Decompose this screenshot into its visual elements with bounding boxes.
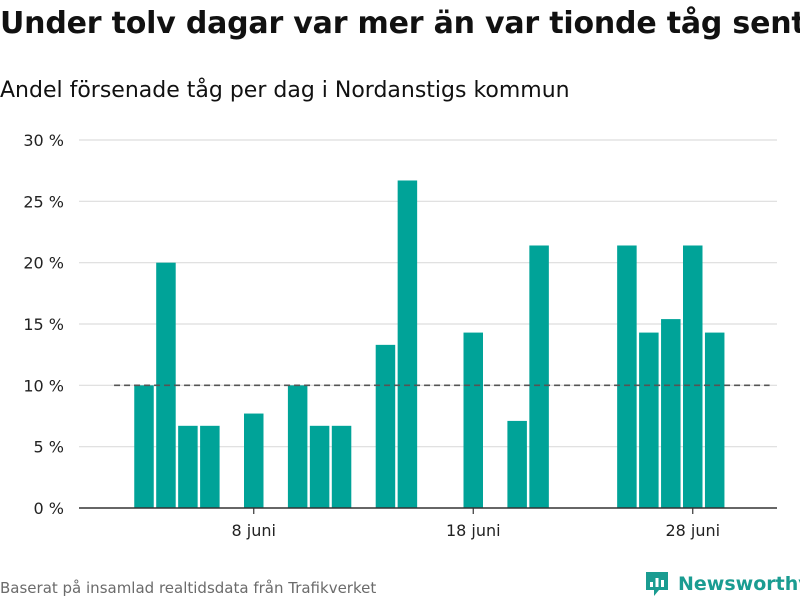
bar — [200, 425, 220, 508]
bar — [683, 245, 703, 508]
bar — [463, 332, 483, 508]
bar — [134, 385, 154, 508]
chart-title: Under tolv dagar var mer än var tionde t… — [0, 6, 800, 41]
bar — [507, 420, 527, 508]
bar — [617, 245, 637, 508]
bar — [309, 425, 330, 508]
x-tick-label: 8 juni — [232, 521, 276, 540]
brand-name: Newsworthy — [678, 573, 800, 595]
bar — [287, 385, 308, 508]
y-tick-label: 30 % — [23, 131, 64, 150]
bar — [529, 245, 549, 508]
newsworthy-logo-icon — [646, 572, 668, 596]
bar — [331, 425, 352, 508]
x-axis — [79, 507, 777, 514]
bar — [178, 425, 198, 508]
bar — [397, 180, 418, 509]
y-tick-label: 15 % — [23, 315, 64, 334]
bars — [134, 180, 725, 509]
bar — [639, 332, 659, 508]
source-note: Baserat på insamlad realtidsdata från Tr… — [0, 579, 377, 597]
x-tick-label: 18 juni — [446, 521, 501, 540]
y-tick-label: 20 % — [23, 254, 64, 273]
bar — [704, 332, 725, 508]
y-tick-label: 5 % — [34, 438, 64, 457]
brand-logo: Newsworthy — [644, 570, 800, 598]
bar — [661, 319, 681, 508]
y-tick-label: 0 % — [34, 499, 64, 518]
y-tick-label: 25 % — [23, 192, 64, 211]
chart-subtitle: Andel försenade tåg per dag i Nordanstig… — [0, 78, 570, 103]
bar — [375, 344, 396, 508]
y-tick-label: 10 % — [23, 376, 64, 395]
bar — [244, 413, 264, 508]
x-axis-tick-labels: 8 juni 18 juni 28 juni — [232, 521, 721, 540]
x-tick-label: 28 juni — [665, 521, 720, 540]
y-axis-tick-labels: 0 % 5 % 10 % 15 % 20 % 25 % 30 % — [23, 131, 64, 518]
